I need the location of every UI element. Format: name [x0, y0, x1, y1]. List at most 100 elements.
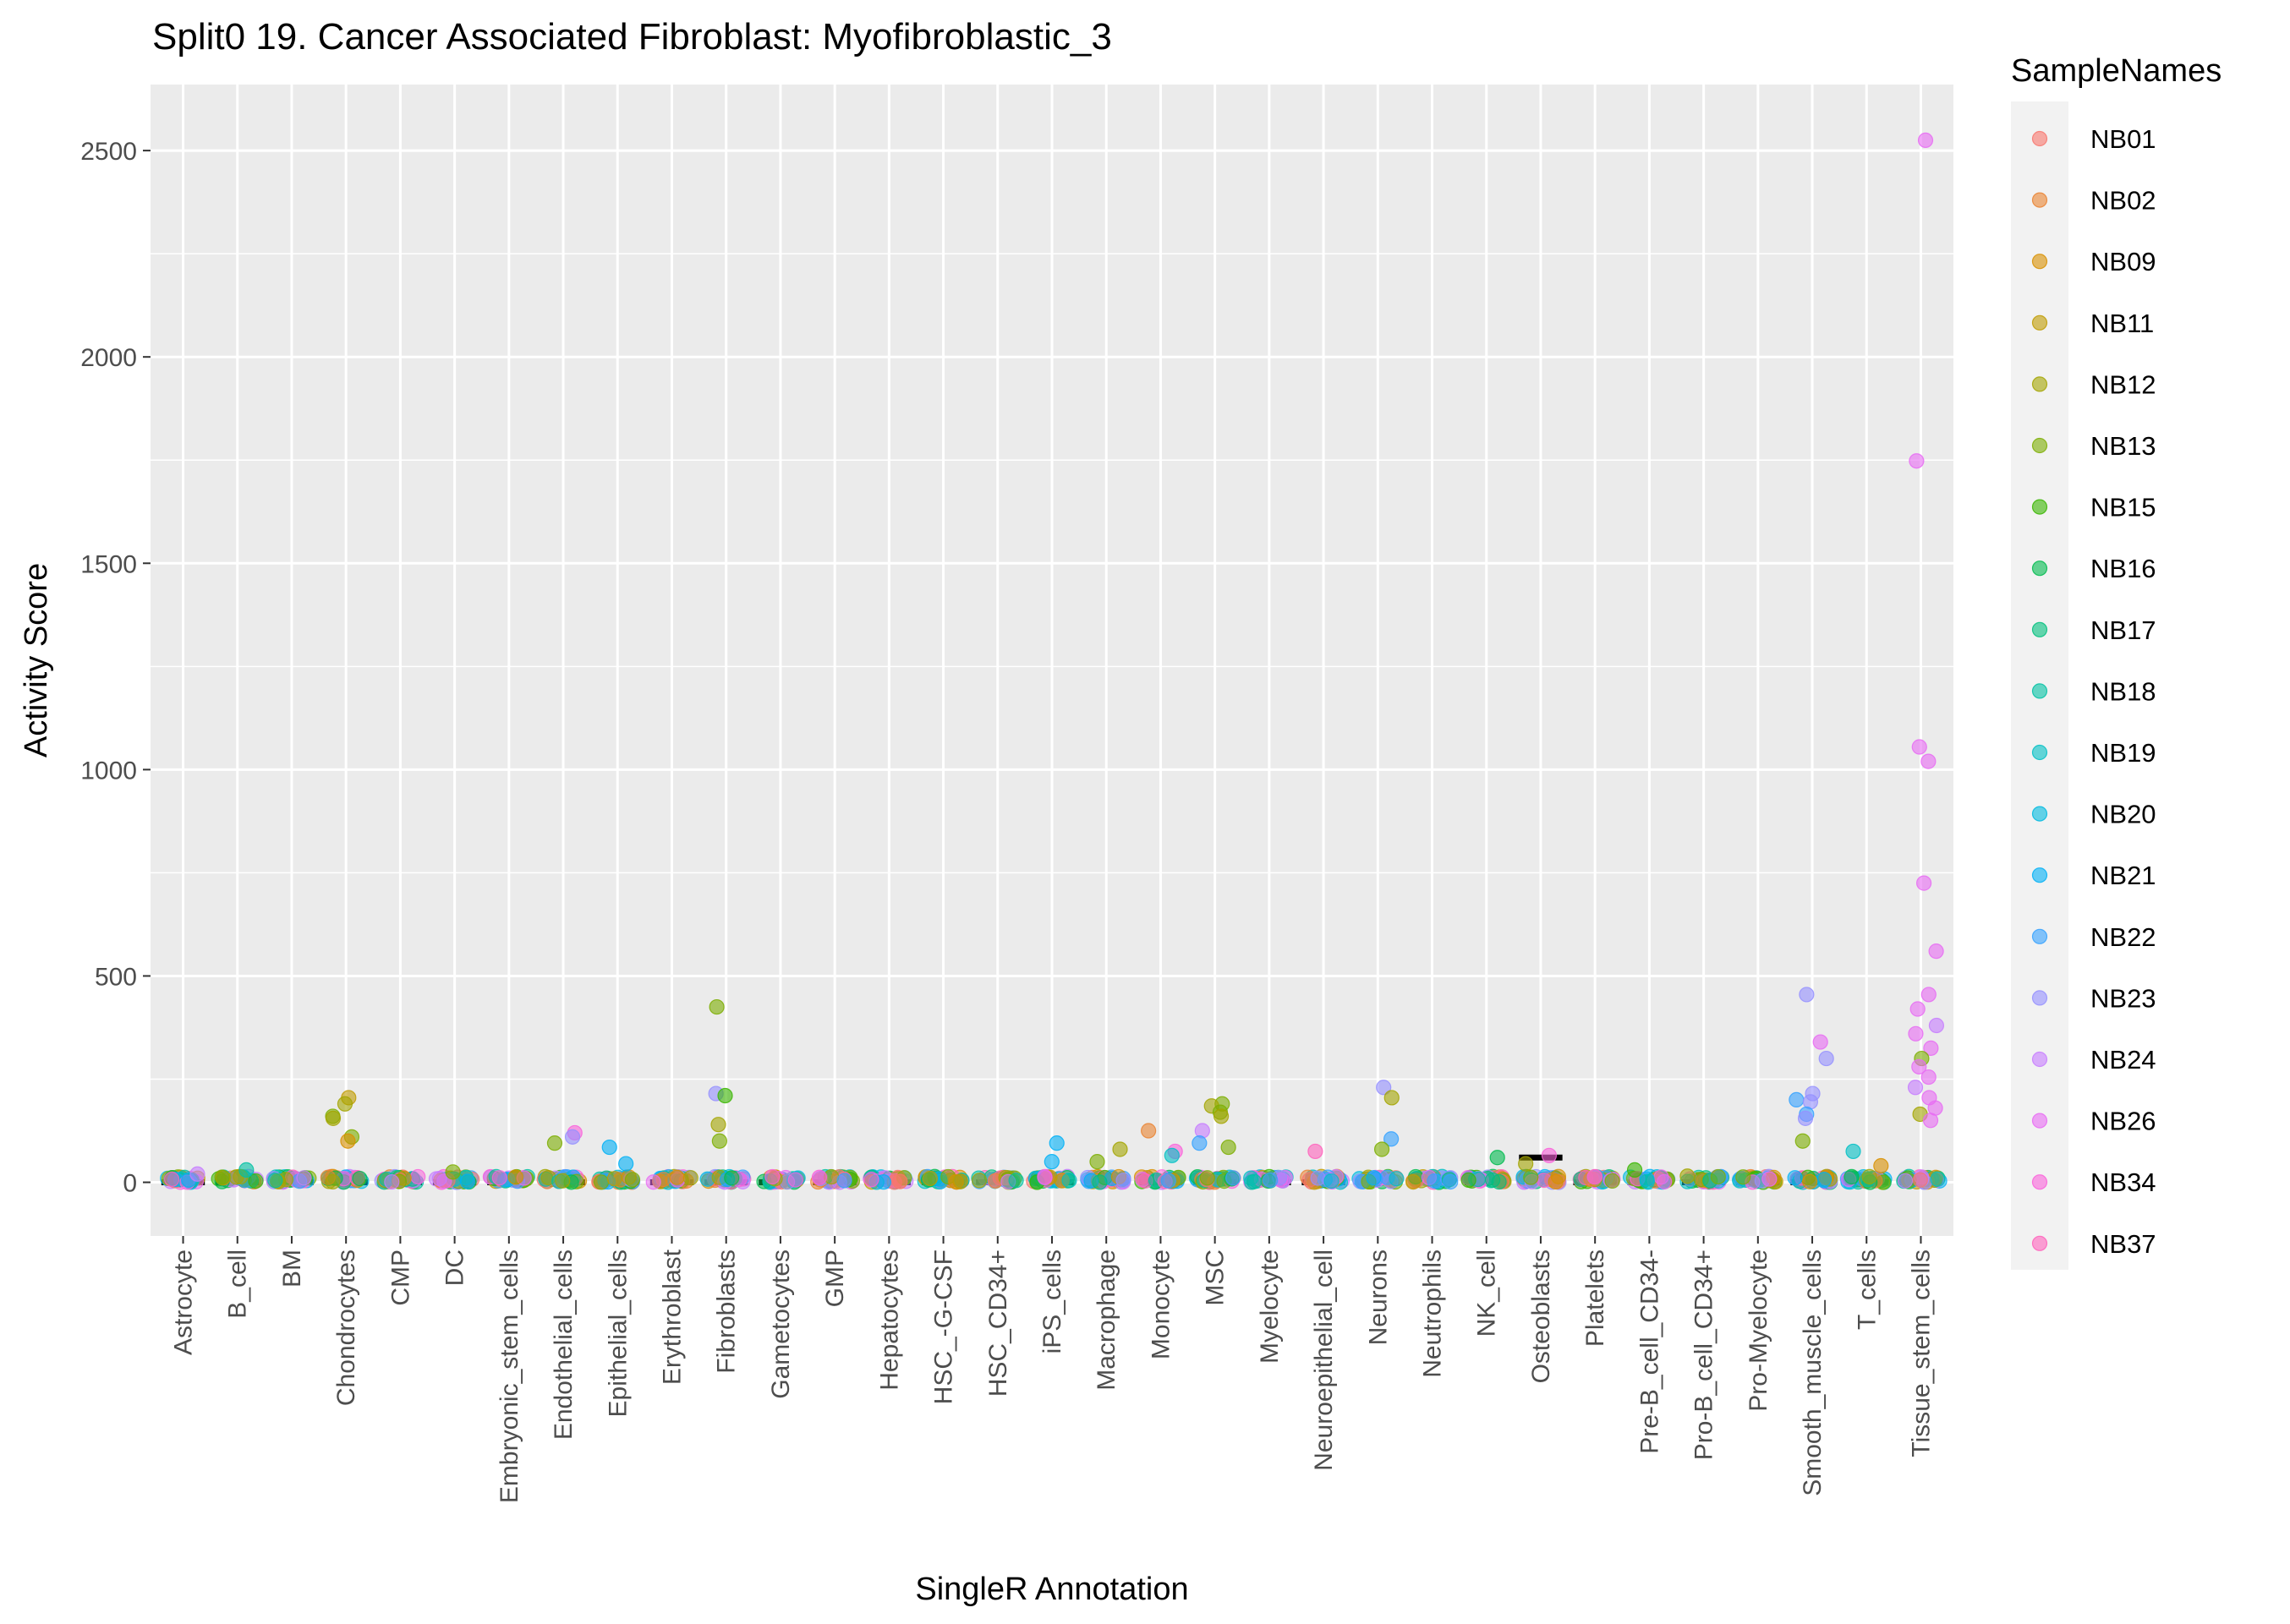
data-point-cluster [1816, 1172, 1833, 1188]
data-point [717, 1087, 733, 1104]
x-tick-label: iPS_cells [1038, 1249, 1066, 1353]
data-point [1164, 1147, 1180, 1163]
data-point-cluster [1037, 1169, 1053, 1186]
data-point [189, 1166, 205, 1182]
x-tick-label: Neurons [1364, 1249, 1392, 1345]
data-point-cluster [1523, 1169, 1539, 1185]
data-point [1761, 1171, 1778, 1187]
data-point-cluster [1787, 1170, 1803, 1186]
x-tick-label: Gametocytes [767, 1249, 795, 1399]
data-point-cluster [1092, 1174, 1108, 1190]
x-tick-label: T_cells [1853, 1249, 1881, 1330]
legend-key [2031, 1051, 2048, 1068]
data-point-cluster [1427, 1173, 1443, 1189]
legend-label: NB17 [2090, 615, 2156, 645]
data-point [1213, 1108, 1230, 1124]
x-tick-label: HSC_CD34+ [984, 1249, 1012, 1397]
legend-label: NB18 [2090, 676, 2156, 706]
data-point [1383, 1090, 1400, 1106]
legend-key [2031, 437, 2048, 454]
data-point-cluster [971, 1173, 988, 1189]
data-point [1373, 1141, 1390, 1157]
data-point-cluster [1225, 1170, 1241, 1186]
x-tick-label: Hepatocytes [875, 1249, 903, 1391]
data-point-cluster [1199, 1170, 1215, 1186]
legend-key [2031, 621, 2048, 637]
data-point [1812, 1034, 1828, 1050]
data-point-cluster [431, 1170, 447, 1187]
legend: SampleNames NB01 NB02 NB09 NB11 NB12 NB13 NB15… [2011, 53, 2222, 1270]
x-tick-label: Fibroblasts [713, 1249, 741, 1374]
x-tick-label: Tissue_stem_cells [1907, 1249, 1935, 1457]
data-point-cluster [1008, 1173, 1024, 1189]
legend-label: NB13 [2090, 431, 2156, 461]
data-point [340, 1133, 356, 1149]
data-point-cluster [1604, 1173, 1620, 1189]
x-tick-label: Chondrocytes [332, 1249, 360, 1406]
data-point [546, 1135, 563, 1151]
data-point [1541, 1147, 1558, 1163]
data-point [238, 1162, 255, 1178]
data-point [1923, 1040, 1939, 1056]
legend-label: NB22 [2090, 922, 2156, 952]
x-tick-label: B_cell [224, 1249, 252, 1319]
data-point-cluster [764, 1168, 781, 1185]
x-tick-label: BM [278, 1249, 306, 1288]
data-point [1679, 1168, 1696, 1184]
x-tick-label: GMP [821, 1249, 849, 1307]
data-point-cluster [682, 1170, 699, 1186]
data-point [710, 1117, 726, 1133]
data-point-cluster [267, 1173, 283, 1189]
legend-label: NB26 [2090, 1107, 2156, 1136]
y-tick-label: 1500 [80, 550, 137, 578]
y-tick-label: 500 [95, 963, 137, 991]
data-point [618, 1156, 634, 1172]
x-tick-label: CMP [386, 1249, 414, 1306]
data-point-cluster [1263, 1172, 1279, 1189]
data-point-cluster [1897, 1173, 1914, 1189]
data-point-cluster [296, 1170, 312, 1186]
legend-label: NB12 [2090, 369, 2156, 399]
x-tick-label: DC [441, 1249, 469, 1286]
data-point-cluster [459, 1173, 475, 1189]
legend-label: NB34 [2090, 1167, 2156, 1197]
legend-key [2031, 499, 2048, 515]
data-point-cluster [1389, 1171, 1405, 1187]
data-point [1112, 1141, 1128, 1157]
legend-key [2031, 990, 2048, 1006]
legend-label: NB09 [2090, 247, 2156, 276]
data-point-cluster [248, 1173, 264, 1189]
data-point [1909, 453, 1925, 469]
legend-label: NB20 [2090, 800, 2156, 829]
legend-label: NB02 [2090, 186, 2156, 216]
data-point [1220, 1139, 1236, 1156]
data-point-cluster [1735, 1169, 1751, 1185]
data-point [1920, 987, 1937, 1003]
data-point-cluster [1710, 1168, 1726, 1185]
data-point [564, 1129, 581, 1145]
x-tick-label: Smooth_muscle_cells [1799, 1249, 1827, 1496]
data-point-cluster [1061, 1173, 1077, 1189]
data-point-cluster [214, 1169, 230, 1185]
data-point [1845, 1143, 1861, 1160]
data-point [1489, 1150, 1505, 1166]
legend-label: NB11 [2090, 309, 2154, 338]
x-tick-label: Macrophage [1093, 1249, 1120, 1391]
data-point [1818, 1050, 1834, 1067]
x-tick-label: Embryonic_stem_cells [496, 1249, 523, 1503]
legend-label: NB37 [2090, 1229, 2156, 1259]
data-point-cluster [1844, 1168, 1860, 1184]
x-tick-label: HSC_-G-CSF [930, 1249, 958, 1404]
data-point-cluster [507, 1169, 523, 1185]
data-point [709, 998, 725, 1015]
data-point [337, 1096, 353, 1112]
legend-key [2031, 744, 2048, 761]
data-point [1873, 1157, 1889, 1174]
data-point [1049, 1135, 1065, 1151]
data-point-cluster [922, 1170, 938, 1187]
legend-label: NB19 [2090, 738, 2156, 768]
legend-key [2031, 254, 2048, 270]
x-tick-label: Myelocyte [1256, 1249, 1284, 1364]
data-point [669, 1169, 685, 1185]
